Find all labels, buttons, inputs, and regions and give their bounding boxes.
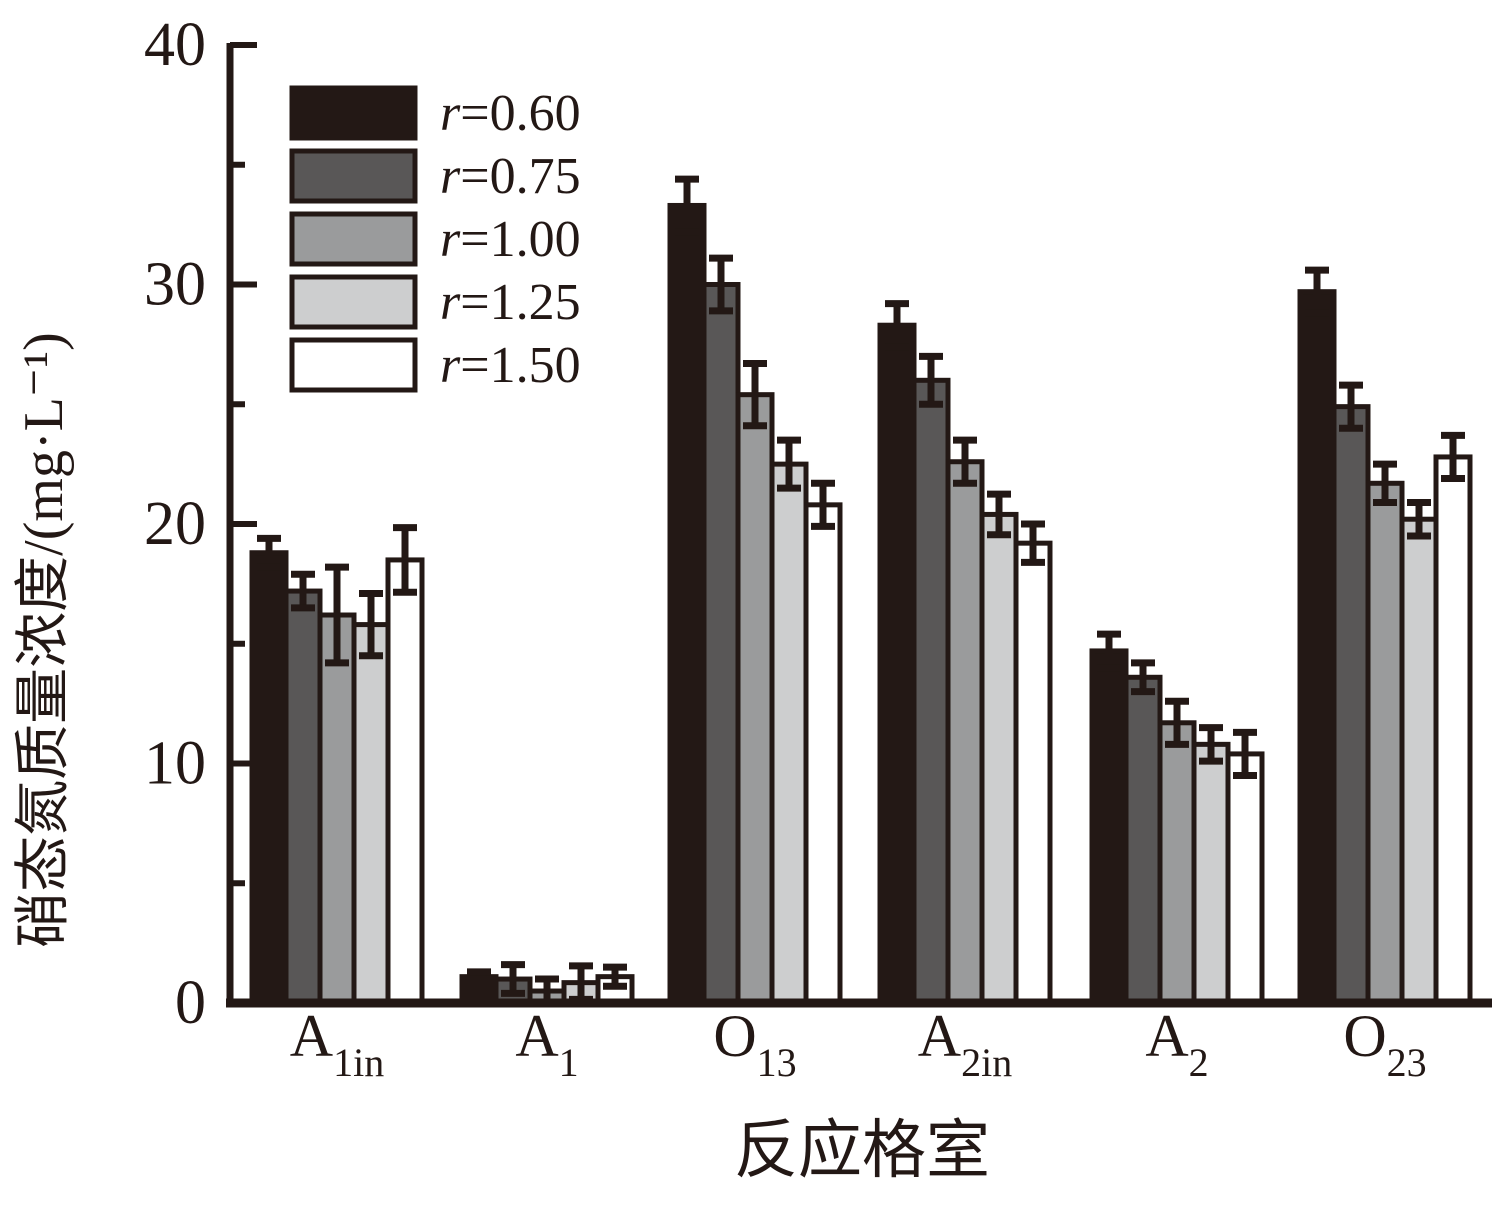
category-label-O23: O23	[1343, 1003, 1426, 1085]
legend-swatch-r=1.50	[289, 337, 418, 393]
bar-A2-r=0.75	[1123, 674, 1163, 1006]
bar-A1in-r=1.50	[385, 557, 425, 1006]
bar-A2in-r=0.60	[877, 322, 917, 1006]
bar-A1in-r=0.60	[249, 550, 289, 1006]
category-label-O13: O13	[713, 1003, 796, 1085]
bar-A2in-r=1.50	[1013, 540, 1053, 1006]
bar-O23-r=1.25	[1399, 516, 1439, 1006]
bar-O13-r=1.00	[735, 392, 775, 1006]
y-axis-title: 硝态氮质量浓度/(mg·L⁻¹)	[13, 332, 75, 948]
bar-A1in-r=1.25	[351, 622, 391, 1006]
bar-A1in-r=1.00	[317, 612, 357, 1006]
y-tick-label-0: 0	[175, 969, 206, 1037]
bar-A2-r=1.50	[1225, 751, 1265, 1006]
bar-O23-r=1.00	[1365, 480, 1405, 1006]
bar-A2-r=1.25	[1191, 741, 1231, 1006]
legend-label-r=0.60: r=0.60	[440, 85, 581, 142]
bar-A2-r=0.60	[1089, 648, 1129, 1006]
x-axis-title: 反应格室	[734, 1115, 990, 1186]
bar-A2-r=1.00	[1157, 720, 1197, 1006]
bars-layer	[249, 202, 1473, 1006]
category-label-A1in: A1in	[290, 1003, 384, 1085]
y-tick-label-10: 10	[144, 730, 206, 798]
legend-label-r=1.25: r=1.25	[440, 274, 581, 331]
y-tick-label-20: 20	[144, 490, 206, 558]
legend-swatch-r=1.25	[289, 274, 418, 330]
bar-O23-r=1.50	[1433, 454, 1473, 1006]
bar-A2in-r=0.75	[911, 377, 951, 1006]
bar-A2in-r=1.00	[945, 459, 985, 1006]
bar-O13-r=0.60	[667, 202, 707, 1006]
legend-swatch-r=0.75	[289, 148, 418, 204]
legend-swatch-r=1.00	[289, 211, 418, 267]
legend-label-r=1.00: r=1.00	[440, 211, 581, 268]
legend-swatch-r=0.60	[289, 85, 418, 141]
bar-O23-r=0.75	[1331, 404, 1371, 1006]
bar-O23-r=0.60	[1297, 289, 1337, 1006]
category-label-A2in: A2in	[918, 1003, 1012, 1085]
y-ticks	[230, 42, 257, 887]
error-bars-layer	[257, 175, 1465, 1007]
y-tick-label-30: 30	[144, 251, 206, 319]
bar-O13-r=1.25	[769, 461, 809, 1006]
bar-A2in-r=1.25	[979, 511, 1019, 1006]
bar-A1in-r=0.75	[283, 588, 323, 1006]
y-tick-label-40: 40	[144, 11, 206, 79]
legend: r=0.60 r=0.75 r=1.00 r=1.25 r=1.50	[289, 85, 581, 394]
legend-label-r=1.50: r=1.50	[440, 337, 581, 394]
category-label-A2: A2	[1145, 1003, 1208, 1085]
bar-O13-r=1.50	[803, 502, 843, 1006]
category-label-A1: A1	[515, 1003, 578, 1085]
bar-O13-r=0.75	[701, 282, 741, 1006]
legend-label-r=0.75: r=0.75	[440, 148, 581, 205]
